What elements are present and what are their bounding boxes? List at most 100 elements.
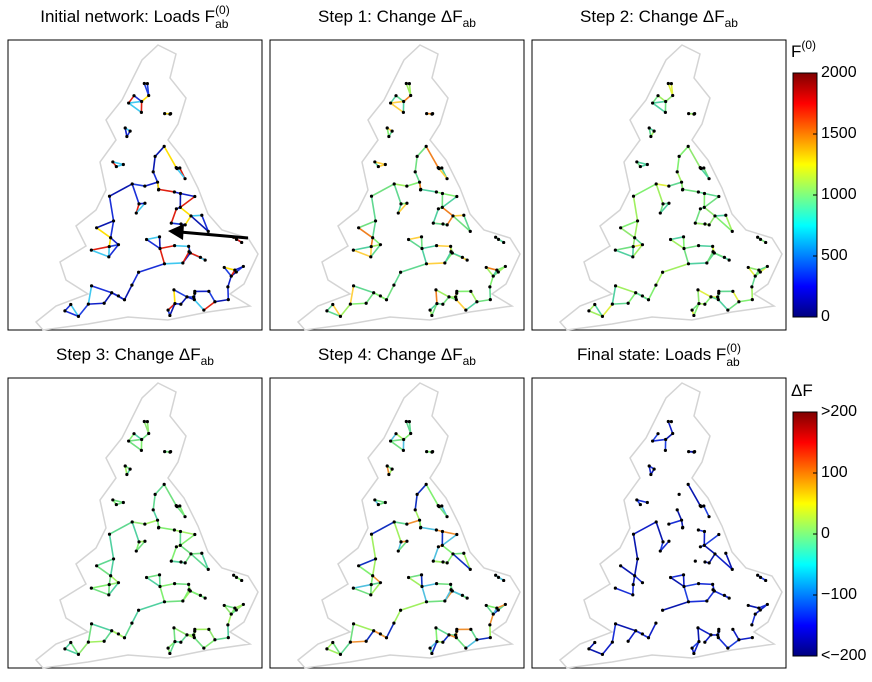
node	[416, 493, 419, 496]
node	[614, 587, 617, 590]
colorbar-label-text: F	[791, 42, 801, 61]
transmission-line	[350, 641, 366, 642]
node	[449, 245, 452, 248]
node	[109, 574, 112, 577]
node	[143, 522, 146, 525]
node	[694, 560, 697, 563]
node	[207, 230, 210, 233]
panel-title: Step 2: Change ΔFab	[580, 7, 738, 30]
node	[131, 520, 134, 523]
node	[711, 588, 714, 591]
transmission-line	[699, 584, 713, 585]
node	[717, 292, 720, 295]
node	[641, 581, 644, 584]
node	[193, 195, 196, 198]
node	[200, 552, 203, 555]
node	[690, 308, 693, 311]
node	[95, 226, 98, 229]
node	[200, 214, 203, 217]
node	[170, 222, 173, 225]
node	[687, 483, 690, 486]
node	[446, 223, 449, 226]
node	[731, 230, 734, 233]
node	[425, 262, 428, 265]
node	[391, 467, 394, 470]
node	[692, 314, 695, 317]
panel-title-sub: ab	[215, 17, 229, 31]
node	[204, 258, 207, 261]
node	[488, 285, 491, 288]
panel-title: Step 4: Change ΔFab	[318, 345, 476, 368]
node	[441, 530, 444, 533]
panel-title-text: Step 1: Change ΔF	[318, 7, 463, 26]
node	[140, 438, 143, 441]
node	[430, 652, 433, 655]
node	[611, 641, 614, 644]
node	[374, 557, 377, 560]
node	[494, 574, 497, 577]
node	[692, 652, 695, 655]
node	[641, 632, 644, 635]
node	[172, 626, 175, 629]
node	[127, 101, 130, 104]
node	[399, 609, 402, 612]
node	[462, 214, 465, 217]
node	[437, 504, 440, 507]
node	[226, 623, 229, 626]
node	[384, 163, 387, 166]
node	[651, 101, 654, 104]
node	[697, 302, 700, 305]
node	[441, 206, 444, 209]
transmission-line	[164, 601, 182, 602]
node	[445, 177, 448, 180]
node	[69, 641, 72, 644]
node	[687, 600, 690, 603]
node	[651, 439, 654, 442]
node	[387, 135, 390, 138]
node	[757, 268, 760, 271]
node	[175, 207, 178, 210]
node	[653, 129, 656, 132]
node	[405, 184, 408, 187]
node	[178, 166, 181, 169]
node	[756, 236, 759, 239]
node	[87, 641, 90, 644]
node	[754, 612, 757, 615]
node	[614, 249, 617, 252]
node	[492, 612, 495, 615]
node	[681, 526, 684, 529]
node	[687, 262, 690, 265]
node	[462, 552, 465, 555]
node	[489, 636, 492, 639]
node	[158, 247, 161, 250]
colorbar-tick-label: 1500	[821, 125, 857, 142]
node	[681, 188, 684, 191]
node	[420, 235, 423, 238]
node	[696, 288, 699, 291]
node	[635, 160, 638, 163]
node	[633, 236, 636, 239]
node	[711, 245, 714, 248]
node	[156, 181, 159, 184]
node	[619, 226, 622, 229]
node	[181, 261, 184, 264]
node	[163, 450, 166, 453]
node	[648, 464, 651, 467]
node	[699, 166, 702, 169]
node	[420, 585, 423, 588]
node	[428, 308, 431, 311]
node	[680, 181, 683, 184]
node	[687, 145, 690, 148]
node	[703, 560, 706, 563]
colorbar-tick-label: 1000	[821, 186, 857, 203]
node	[728, 596, 731, 599]
node	[447, 295, 450, 298]
transmission-line	[350, 303, 366, 304]
node	[601, 653, 604, 656]
node	[699, 504, 702, 507]
node	[664, 449, 667, 452]
node	[469, 568, 472, 571]
node	[653, 467, 656, 470]
node	[435, 244, 438, 247]
node	[713, 552, 716, 555]
